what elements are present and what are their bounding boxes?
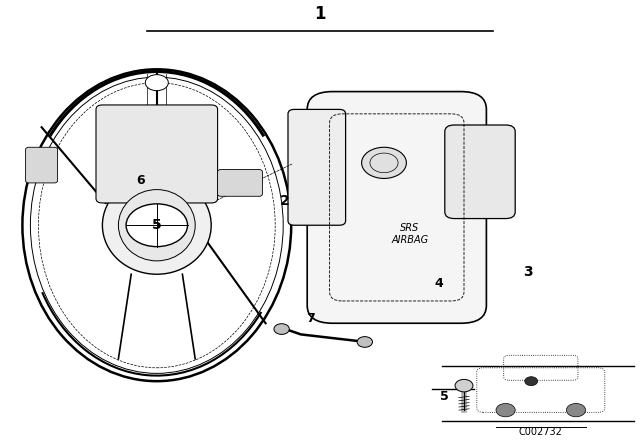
Circle shape	[145, 75, 168, 90]
Circle shape	[496, 404, 515, 417]
Circle shape	[362, 147, 406, 178]
Text: 6: 6	[136, 174, 145, 187]
Circle shape	[525, 377, 538, 386]
Text: SRS
AIRBAG: SRS AIRBAG	[391, 224, 428, 245]
Circle shape	[126, 204, 188, 246]
Text: 5: 5	[152, 218, 162, 232]
FancyBboxPatch shape	[445, 125, 515, 219]
Circle shape	[566, 404, 586, 417]
FancyBboxPatch shape	[307, 91, 486, 323]
Ellipse shape	[118, 190, 195, 261]
Text: 1: 1	[314, 4, 326, 22]
Circle shape	[357, 336, 372, 347]
Ellipse shape	[102, 176, 211, 274]
FancyBboxPatch shape	[218, 169, 262, 196]
Text: 7: 7	[306, 312, 315, 325]
FancyBboxPatch shape	[26, 147, 58, 183]
Text: 3: 3	[523, 265, 533, 279]
Circle shape	[455, 379, 473, 392]
Text: 4: 4	[434, 277, 443, 290]
FancyBboxPatch shape	[96, 105, 218, 203]
Text: 5: 5	[440, 390, 449, 403]
Text: 2: 2	[280, 194, 290, 208]
Text: C002732: C002732	[519, 427, 563, 437]
Circle shape	[274, 324, 289, 334]
FancyBboxPatch shape	[288, 109, 346, 225]
